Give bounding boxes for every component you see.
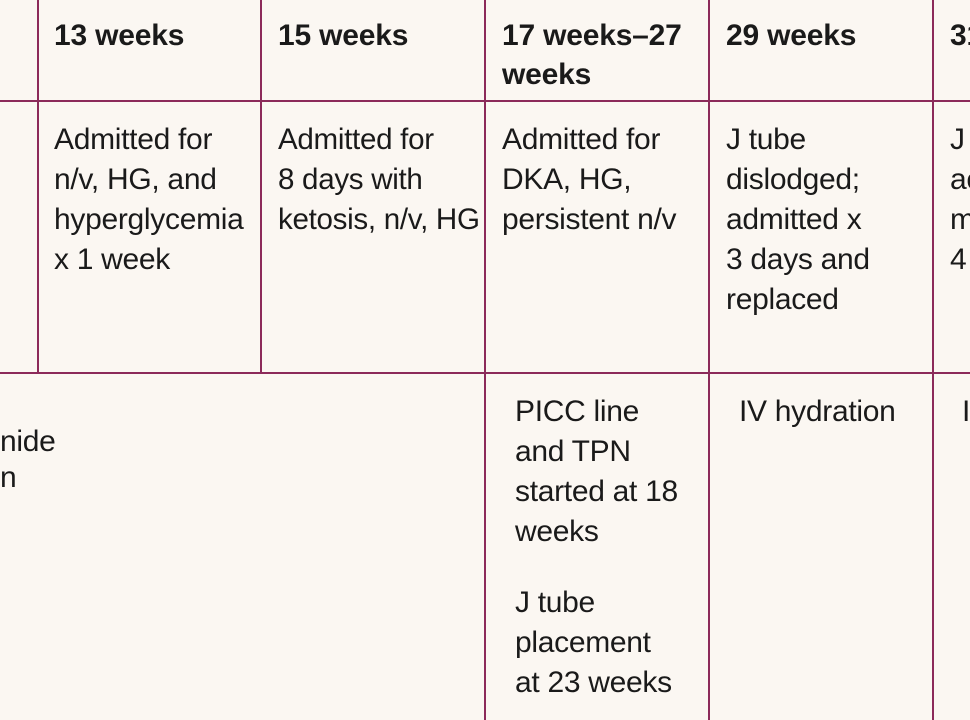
column-divider — [260, 0, 262, 373]
row-divider — [0, 372, 970, 374]
header-week-13: 13 weeks — [54, 19, 185, 52]
admission-week-13: Admitted for n/v, HG, and hyperglycemia … — [54, 123, 244, 276]
admission-week-31: J ac m 4 — [950, 123, 970, 276]
header-week-15: 15 weeks — [278, 19, 409, 52]
treatment-week-29: IV hydration — [739, 395, 896, 428]
admission-week-17-27: Admitted for DKA, HG, persistent n/v — [502, 123, 677, 236]
column-divider — [932, 0, 934, 720]
admission-week-15: Admitted for 8 days with ketosis, n/v, H… — [278, 123, 480, 236]
treatment-left-partial: nide n — [0, 425, 56, 494]
column-divider — [708, 0, 710, 720]
treatment-week-17-27-jtube: J tube placement at 23 weeks — [515, 586, 672, 699]
header-week-29: 29 weeks — [726, 19, 857, 52]
column-divider — [484, 0, 486, 720]
column-divider — [37, 0, 39, 373]
admission-week-29: J tube dislodged; admitted x 3 days and … — [726, 123, 870, 316]
treatment-week-17-27-picc: PICC line and TPN started at 18 weeks — [515, 395, 678, 548]
header-week-31: 31 — [950, 19, 970, 52]
row-divider — [0, 100, 970, 102]
header-week-17-27: 17 weeks–27 weeks — [502, 19, 682, 91]
treatment-week-31: I — [962, 395, 970, 428]
